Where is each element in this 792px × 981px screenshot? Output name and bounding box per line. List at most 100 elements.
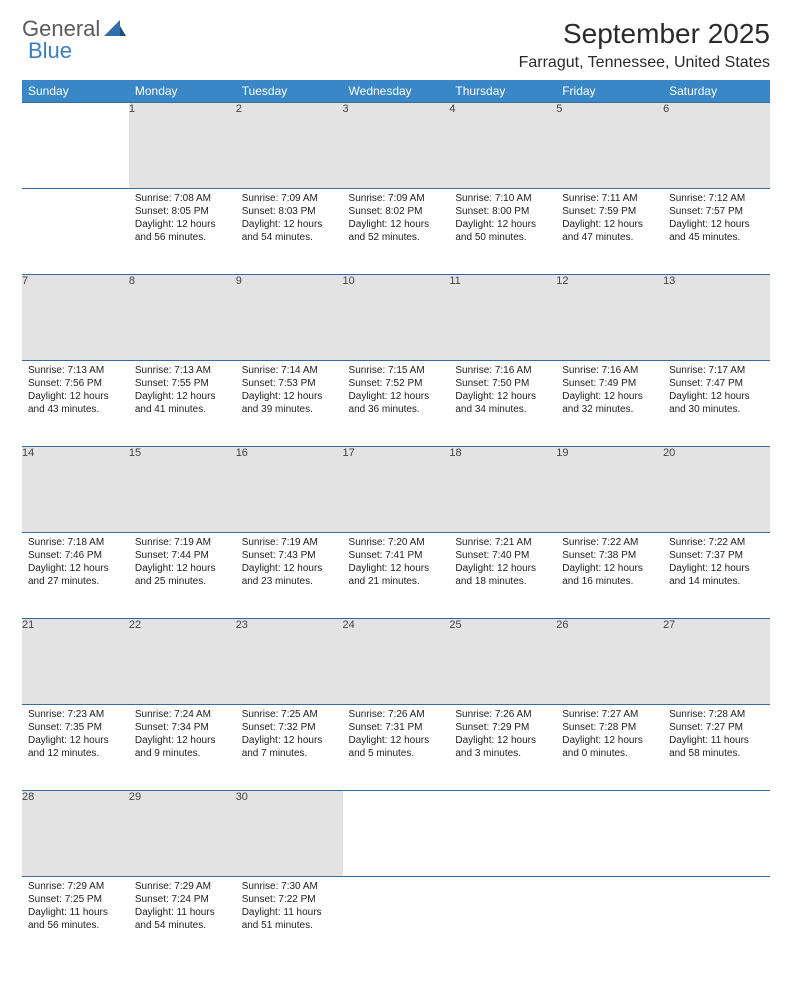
daylight-text: Daylight: 11 hours and 56 minutes. [28, 906, 123, 932]
col-wednesday: Wednesday [343, 80, 450, 103]
day-cell-body: Sunrise: 7:22 AMSunset: 7:38 PMDaylight:… [556, 533, 663, 594]
col-tuesday: Tuesday [236, 80, 343, 103]
sunrise-text: Sunrise: 7:13 AM [135, 364, 230, 377]
daylight-text: Daylight: 12 hours and 50 minutes. [455, 218, 550, 244]
header: General Blue September 2025 Farragut, Te… [22, 18, 770, 72]
day-cell-body: Sunrise: 7:13 AMSunset: 7:56 PMDaylight:… [22, 361, 129, 422]
day-cell: Sunrise: 7:09 AMSunset: 8:02 PMDaylight:… [343, 189, 450, 275]
sunrise-text: Sunrise: 7:22 AM [669, 536, 764, 549]
day-cell-body: Sunrise: 7:29 AMSunset: 7:24 PMDaylight:… [129, 877, 236, 938]
day-cell: Sunrise: 7:22 AMSunset: 7:38 PMDaylight:… [556, 533, 663, 619]
sunrise-text: Sunrise: 7:27 AM [562, 708, 657, 721]
day-cell-body: Sunrise: 7:14 AMSunset: 7:53 PMDaylight:… [236, 361, 343, 422]
day-cell-body: Sunrise: 7:19 AMSunset: 7:44 PMDaylight:… [129, 533, 236, 594]
day-cell-body: Sunrise: 7:19 AMSunset: 7:43 PMDaylight:… [236, 533, 343, 594]
daylight-text: Daylight: 12 hours and 43 minutes. [28, 390, 123, 416]
calendar-page: General Blue September 2025 Farragut, Te… [0, 0, 792, 981]
sail-icon [104, 18, 126, 40]
day-cell: Sunrise: 7:13 AMSunset: 7:56 PMDaylight:… [22, 361, 129, 447]
daylight-text: Daylight: 12 hours and 3 minutes. [455, 734, 550, 760]
day-cell-body: Sunrise: 7:11 AMSunset: 7:59 PMDaylight:… [556, 189, 663, 250]
daylight-text: Daylight: 12 hours and 47 minutes. [562, 218, 657, 244]
day-number-cell: 30 [236, 791, 343, 877]
sunset-text: Sunset: 7:43 PM [242, 549, 337, 562]
day-cell-body: Sunrise: 7:27 AMSunset: 7:28 PMDaylight:… [556, 705, 663, 766]
day-cell: Sunrise: 7:29 AMSunset: 7:25 PMDaylight:… [22, 877, 129, 963]
day-number-cell: 15 [129, 447, 236, 533]
col-sunday: Sunday [22, 80, 129, 103]
day-cell [556, 877, 663, 963]
sunset-text: Sunset: 8:05 PM [135, 205, 230, 218]
day-cell: Sunrise: 7:26 AMSunset: 7:29 PMDaylight:… [449, 705, 556, 791]
sunrise-text: Sunrise: 7:20 AM [349, 536, 444, 549]
sunrise-text: Sunrise: 7:29 AM [135, 880, 230, 893]
sunrise-text: Sunrise: 7:11 AM [562, 192, 657, 205]
calendar-body: 123456Sunrise: 7:08 AMSunset: 8:05 PMDay… [22, 103, 770, 963]
day-cell-body: Sunrise: 7:18 AMSunset: 7:46 PMDaylight:… [22, 533, 129, 594]
day-cell-body: Sunrise: 7:09 AMSunset: 8:02 PMDaylight:… [343, 189, 450, 250]
sunrise-text: Sunrise: 7:30 AM [242, 880, 337, 893]
brand-line1: General [22, 18, 126, 40]
sunset-text: Sunset: 7:50 PM [455, 377, 550, 390]
day-cell-body: Sunrise: 7:12 AMSunset: 7:57 PMDaylight:… [663, 189, 770, 250]
week-row: Sunrise: 7:23 AMSunset: 7:35 PMDaylight:… [22, 705, 770, 791]
location-text: Farragut, Tennessee, United States [519, 54, 770, 72]
daylight-text: Daylight: 11 hours and 58 minutes. [669, 734, 764, 760]
sunset-text: Sunset: 7:56 PM [28, 377, 123, 390]
sunrise-text: Sunrise: 7:12 AM [669, 192, 764, 205]
daylight-text: Daylight: 12 hours and 34 minutes. [455, 390, 550, 416]
day-number-cell [22, 103, 129, 189]
daylight-text: Daylight: 12 hours and 7 minutes. [242, 734, 337, 760]
daylight-text: Daylight: 12 hours and 12 minutes. [28, 734, 123, 760]
sunrise-text: Sunrise: 7:09 AM [349, 192, 444, 205]
day-number-cell: 8 [129, 275, 236, 361]
sunset-text: Sunset: 7:49 PM [562, 377, 657, 390]
day-cell-body: Sunrise: 7:16 AMSunset: 7:50 PMDaylight:… [449, 361, 556, 422]
day-cell: Sunrise: 7:16 AMSunset: 7:50 PMDaylight:… [449, 361, 556, 447]
day-cell-body: Sunrise: 7:29 AMSunset: 7:25 PMDaylight:… [22, 877, 129, 938]
sunset-text: Sunset: 7:24 PM [135, 893, 230, 906]
day-number-cell: 25 [449, 619, 556, 705]
sunrise-text: Sunrise: 7:23 AM [28, 708, 123, 721]
daylight-text: Daylight: 11 hours and 51 minutes. [242, 906, 337, 932]
sunset-text: Sunset: 7:27 PM [669, 721, 764, 734]
daylight-text: Daylight: 12 hours and 0 minutes. [562, 734, 657, 760]
sunset-text: Sunset: 7:57 PM [669, 205, 764, 218]
sunset-text: Sunset: 7:28 PM [562, 721, 657, 734]
sunset-text: Sunset: 7:53 PM [242, 377, 337, 390]
sunset-text: Sunset: 7:22 PM [242, 893, 337, 906]
day-cell: Sunrise: 7:13 AMSunset: 7:55 PMDaylight:… [129, 361, 236, 447]
sunset-text: Sunset: 7:41 PM [349, 549, 444, 562]
day-cell-body: Sunrise: 7:30 AMSunset: 7:22 PMDaylight:… [236, 877, 343, 938]
week-row: Sunrise: 7:18 AMSunset: 7:46 PMDaylight:… [22, 533, 770, 619]
daylight-text: Daylight: 12 hours and 14 minutes. [669, 562, 764, 588]
day-cell-body: Sunrise: 7:26 AMSunset: 7:31 PMDaylight:… [343, 705, 450, 766]
day-number-cell: 9 [236, 275, 343, 361]
day-cell-body: Sunrise: 7:22 AMSunset: 7:37 PMDaylight:… [663, 533, 770, 594]
sunset-text: Sunset: 7:40 PM [455, 549, 550, 562]
week-row: Sunrise: 7:29 AMSunset: 7:25 PMDaylight:… [22, 877, 770, 963]
day-number-cell: 2 [236, 103, 343, 189]
sunset-text: Sunset: 7:52 PM [349, 377, 444, 390]
sunrise-text: Sunrise: 7:26 AM [349, 708, 444, 721]
day-number-cell: 12 [556, 275, 663, 361]
sunrise-text: Sunrise: 7:22 AM [562, 536, 657, 549]
day-cell: Sunrise: 7:22 AMSunset: 7:37 PMDaylight:… [663, 533, 770, 619]
day-number-cell: 10 [343, 275, 450, 361]
day-number-cell [663, 791, 770, 877]
sunrise-text: Sunrise: 7:17 AM [669, 364, 764, 377]
day-number-cell: 28 [22, 791, 129, 877]
day-cell-body: Sunrise: 7:23 AMSunset: 7:35 PMDaylight:… [22, 705, 129, 766]
day-cell: Sunrise: 7:18 AMSunset: 7:46 PMDaylight:… [22, 533, 129, 619]
day-cell-body: Sunrise: 7:15 AMSunset: 7:52 PMDaylight:… [343, 361, 450, 422]
daylight-text: Daylight: 12 hours and 39 minutes. [242, 390, 337, 416]
daylight-text: Daylight: 12 hours and 32 minutes. [562, 390, 657, 416]
day-cell: Sunrise: 7:14 AMSunset: 7:53 PMDaylight:… [236, 361, 343, 447]
day-number-cell: 16 [236, 447, 343, 533]
day-number-cell: 24 [343, 619, 450, 705]
day-cell: Sunrise: 7:26 AMSunset: 7:31 PMDaylight:… [343, 705, 450, 791]
sunrise-text: Sunrise: 7:09 AM [242, 192, 337, 205]
day-cell-body: Sunrise: 7:24 AMSunset: 7:34 PMDaylight:… [129, 705, 236, 766]
day-number-cell: 14 [22, 447, 129, 533]
sunrise-text: Sunrise: 7:21 AM [455, 536, 550, 549]
